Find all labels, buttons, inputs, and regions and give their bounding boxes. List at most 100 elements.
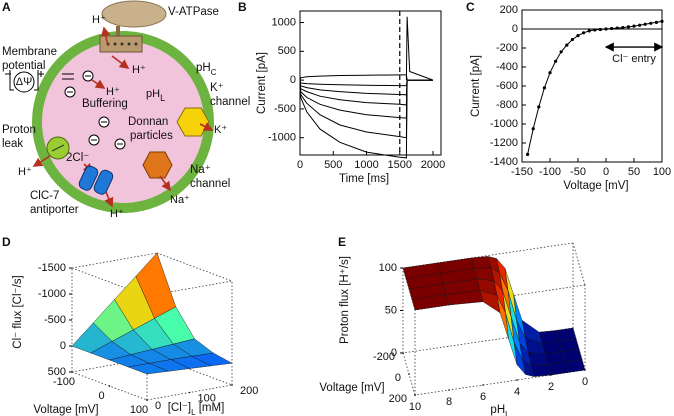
delta-psi: ΔΨ [16,76,33,88]
k-channel [176,107,210,137]
arrow [111,55,130,69]
y-tick-label: -1000 [490,118,518,130]
y-tick-label: 0 [290,74,296,86]
panel-label: D [2,235,11,249]
data-point [548,71,552,75]
surface-patch [470,256,492,269]
box-edge [71,371,148,401]
label-part: [Cl⁻] [168,402,191,414]
z-tick-label: 500 [48,366,66,378]
x-axis-label: Voltage [mV] [563,180,628,192]
y-tick-label: 0 [512,23,518,35]
x-tick-label: 100 [130,404,148,416]
box-edge [414,284,586,311]
box-edge [156,356,233,386]
z-tick-label: -1500 [38,262,66,274]
label-part: pH [490,404,505,416]
chloride-label: 2Cl⁻ [66,152,89,164]
y-tick-label: 100 [198,392,216,404]
donnan-label: Donnan [128,116,168,128]
tick-mark [448,389,450,391]
data-point [526,152,530,156]
proton-leak-label: leak [2,138,23,150]
x-tick-label: 100 [653,166,671,178]
arrow [104,191,114,208]
box-edge [71,252,158,269]
donnan-label: particles [130,130,173,142]
x-tick-label: -100 [53,376,75,388]
data-point [570,37,575,42]
box-edge [156,252,233,282]
y-tick-label: 500 [278,45,296,57]
tick-mark [108,385,111,387]
tick-mark [231,384,233,386]
y-tick-label: 1000 [272,16,296,28]
y-tick-label: 8 [446,396,452,408]
donnan-charges [88,116,126,150]
y-tick-label: 10 [409,401,421,413]
ion-label: H⁺ [132,64,146,76]
data-point [531,127,535,131]
z-tick-label: -500 [44,314,66,326]
na-channel-label: Na⁺ [190,164,211,176]
box-edge [402,242,574,269]
surface-patch [411,294,450,311]
y-tick-label: -200 [496,42,518,54]
ph-sub: C [211,68,217,77]
data-point [593,28,597,32]
y-tick-label: -400 [496,61,518,73]
box-edge [71,356,158,373]
x-tick-label: 0 [395,372,401,384]
plot-frame [299,10,442,156]
data-point [649,21,653,25]
x-tick-label: 2000 [421,159,445,171]
v-atpase-dots [106,42,138,46]
surface-patch [127,363,170,375]
ph-base: pH [196,62,211,74]
panel-label: B [238,0,247,14]
data-point [632,24,636,28]
x-tick-label: -200 [373,351,395,363]
arrow [32,155,51,167]
v-atpase-label: V-ATPase [168,6,219,18]
y-tick-label: 200 [500,4,518,16]
panel-label: E [338,235,346,249]
ion-label: H⁺ [110,208,124,220]
panel-label: C [466,0,475,14]
ion-label: H⁺ [92,14,106,26]
data-line [299,74,433,81]
tick-mark [516,379,518,381]
y-tick-label: -1400 [490,156,518,168]
plot-frame [521,9,663,163]
x-axis-label: Voltage [mV] [33,404,98,416]
clc7-subunit [93,169,114,195]
data-point [638,23,642,27]
x-tick-label: 0 [98,390,104,402]
annotation-label: Cl⁻ entry [612,53,656,65]
leak-line [51,144,65,152]
y-axis-label: [Cl⁻]L [mM] [168,402,225,416]
ph-l-label: pHL [146,88,165,103]
ion-label: H⁺ [18,166,32,178]
x-tick-label: 500 [324,159,342,171]
membrane-potential-label: Membrane [2,46,57,58]
box-edge [572,242,586,286]
data-point [542,86,547,90]
x-tick-label: 50 [628,166,640,178]
z-tick-label: -1000 [38,288,66,300]
clc7-subunit [78,165,99,191]
na-channel-label: channel [190,178,230,190]
k-channel-label: K⁺ [210,82,224,94]
data-point [621,25,625,30]
data-line [299,79,433,87]
z-axis-label: Cl⁻ flux [Cl⁻/s] [12,275,24,348]
surface-patch [547,361,569,376]
y-tick-label: -1200 [490,137,518,149]
arrow [159,175,171,192]
arrow [91,79,106,89]
tick-mark [146,399,148,401]
data-line [299,79,433,119]
bracket [9,70,39,91]
